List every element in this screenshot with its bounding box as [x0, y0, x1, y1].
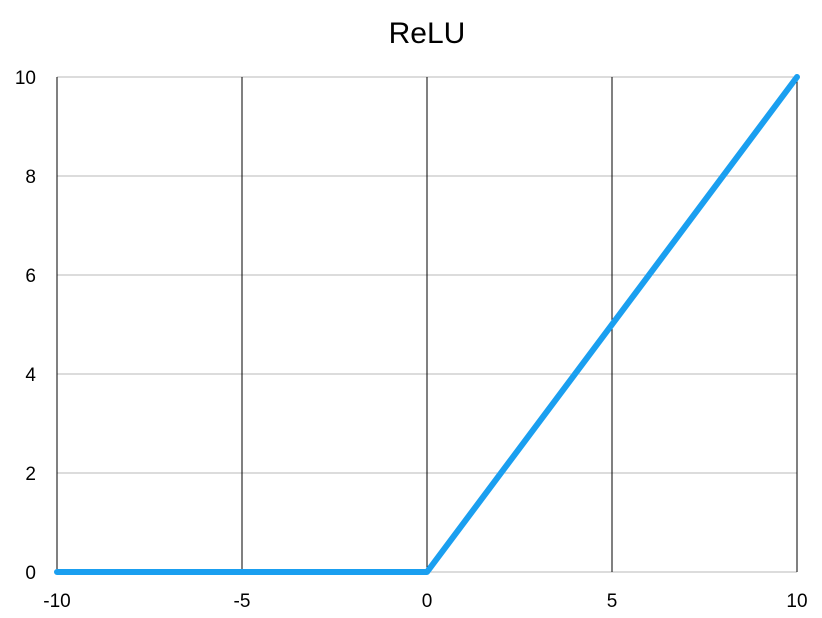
x-tick-label: -5	[234, 591, 251, 612]
x-tick-label: 5	[607, 591, 618, 612]
chart-title: ReLU	[389, 17, 466, 50]
y-tick-label: 8	[25, 167, 36, 188]
x-tick-label: 10	[786, 591, 807, 612]
x-tick-label: 0	[422, 591, 433, 612]
tick-labels: 0 2 4 6 8 10 -10 -5 0 5 10	[15, 68, 808, 612]
y-tick-label: 6	[25, 266, 36, 287]
plot-area: 0 2 4 6 8 10 -10 -5 0 5 10	[15, 68, 808, 612]
y-tick-label: 2	[25, 464, 36, 485]
y-tick-label: 0	[25, 563, 36, 584]
x-tick-label: -10	[43, 591, 70, 612]
y-tick-label: 4	[25, 365, 36, 386]
grid-layer	[56, 76, 798, 573]
y-tick-label: 10	[15, 68, 36, 89]
series-layer	[54, 74, 800, 575]
series-line-0	[54, 74, 800, 575]
